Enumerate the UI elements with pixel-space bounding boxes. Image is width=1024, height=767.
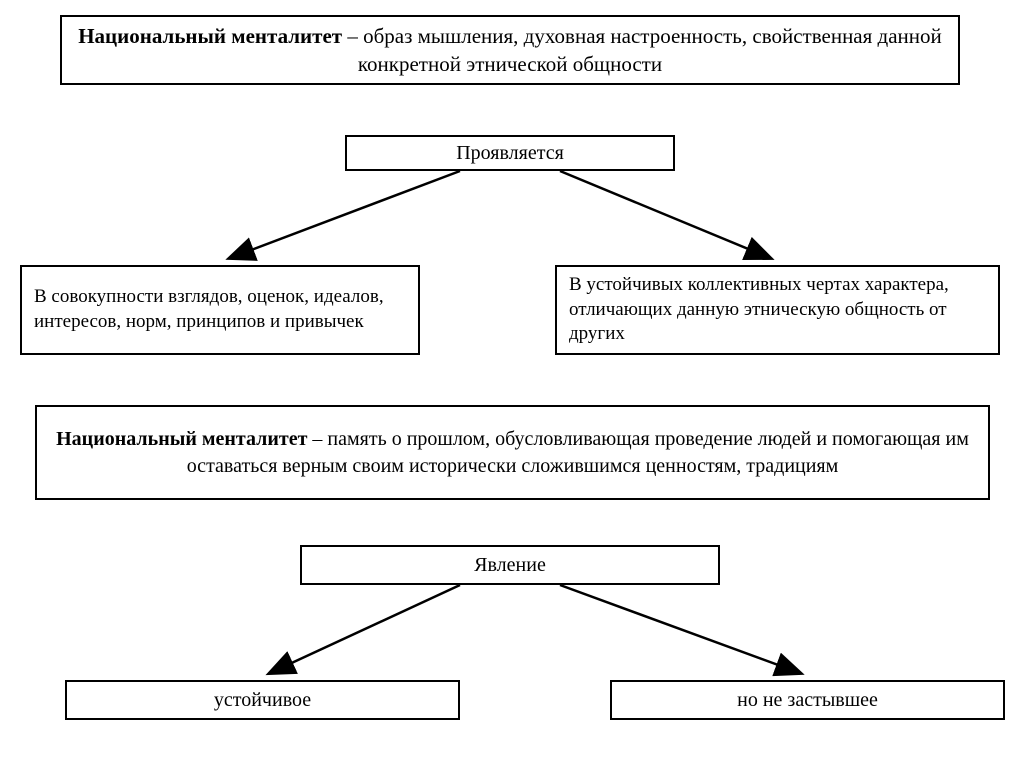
arrow-layer (0, 0, 1024, 767)
branch-right-1: В устойчивых коллективных чертах характе… (555, 265, 1000, 355)
definition-1-title: Национальный менталитет (78, 24, 342, 48)
phenomenon-box: Явление (300, 545, 720, 585)
manifests-label: Проявляется (456, 142, 564, 165)
branch-left-1-text: В совокупности взглядов, оценок, идеалов… (34, 285, 406, 334)
arrow-2 (560, 171, 770, 258)
manifests-box: Проявляется (345, 135, 675, 171)
branch-right-1-text: В устойчивых коллективных чертах характе… (569, 273, 986, 347)
branch-left-2-text: устойчивое (214, 689, 311, 712)
definition-2-title: Национальный менталитет (56, 428, 307, 450)
definition-box-1: Национальный менталитет – образ мышления… (60, 15, 960, 85)
arrow-1 (230, 171, 460, 258)
branch-right-2-text: но не застывшее (737, 689, 878, 712)
branch-left-2: устойчивое (65, 680, 460, 720)
arrow-3 (270, 585, 460, 673)
branch-right-2: но не застывшее (610, 680, 1005, 720)
branch-left-1: В совокупности взглядов, оценок, идеалов… (20, 265, 420, 355)
definition-box-2: Национальный менталитет – память о прошл… (35, 405, 990, 500)
phenomenon-label: Явление (474, 554, 546, 577)
arrow-4 (560, 585, 800, 673)
definition-1-description: – образ мышления, духовная настроенность… (342, 24, 942, 76)
